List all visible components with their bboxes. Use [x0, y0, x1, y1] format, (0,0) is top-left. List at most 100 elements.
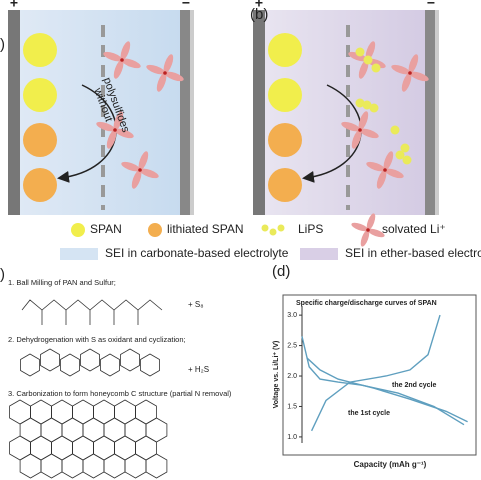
lips-dot: [363, 55, 373, 65]
solvent-petal: [408, 54, 419, 74]
legend-icon: [148, 223, 162, 237]
li-ion: [366, 228, 370, 232]
ring: [40, 348, 60, 372]
byproduct: + H₂S: [188, 365, 209, 374]
solvent-petal: [121, 161, 141, 172]
ring: [80, 348, 100, 372]
panel-label: (d): [272, 263, 290, 280]
legend-icon: [277, 224, 285, 232]
particle: [23, 78, 57, 112]
honeycomb-ring: [61, 453, 84, 479]
solvent-petal: [341, 121, 361, 132]
ring: [60, 353, 80, 377]
curve: [301, 336, 465, 426]
current-collector: [190, 10, 194, 215]
solvent-petal: [348, 51, 368, 62]
honeycomb-ring: [51, 399, 73, 425]
chart-title: Specific charge/discharge curves of SPAN: [296, 300, 437, 307]
solvent-petal: [120, 41, 131, 61]
legend-text: LiPS: [298, 222, 323, 236]
ring: [20, 353, 40, 377]
solvent-petal: [360, 229, 370, 247]
panel-label: ): [0, 36, 5, 53]
y-tick-label: 1.0: [287, 434, 297, 441]
particle: [268, 78, 302, 112]
solvent-petal: [367, 228, 385, 238]
particle: [23, 123, 57, 157]
cathode: [425, 10, 435, 215]
legend-text: SPAN: [90, 222, 122, 236]
honeycomb-ring: [124, 453, 147, 479]
legend-swatch: [60, 248, 98, 260]
solvent-petal: [365, 41, 376, 61]
panel-label: ): [0, 266, 5, 283]
ring: [100, 353, 120, 377]
honeycomb-ring: [30, 399, 52, 425]
solvated-li-icon: [103, 41, 141, 79]
honeycomb-ring: [145, 453, 168, 479]
honeycomb-ring: [124, 417, 147, 443]
curve: [306, 357, 468, 423]
annotation: the 2nd cycle: [392, 382, 436, 389]
honeycomb-ring: [93, 399, 115, 425]
solvated-li-icon: [96, 111, 134, 149]
solvated-li-icon: [351, 213, 385, 247]
honeycomb-ring: [19, 417, 42, 443]
solvent-petal: [358, 59, 369, 79]
honeycomb-ring: [40, 453, 63, 479]
lips-dot: [371, 63, 381, 73]
minus-sign: −: [182, 0, 190, 11]
current-collector: [435, 10, 439, 215]
solvated-li-icon: [121, 151, 159, 189]
solvent-petal: [359, 128, 379, 139]
li-ion: [408, 71, 412, 75]
legend-text: lithiated SPAN: [167, 222, 243, 236]
li-ion: [358, 128, 362, 132]
lips-dot: [400, 143, 410, 153]
honeycomb-ring: [145, 417, 168, 443]
x-axis-label: Capacity (mAh g⁻¹): [354, 460, 427, 469]
panel-label: (b): [250, 6, 268, 23]
li-ion: [113, 128, 117, 132]
honeycomb-ring: [82, 417, 105, 443]
plus-sign: +: [10, 0, 18, 11]
solvated-li-icon: [146, 54, 184, 92]
solvent-petal: [146, 64, 166, 75]
li-ion: [383, 168, 387, 172]
honeycomb-ring: [103, 453, 126, 479]
y-tick-label: 2.0: [287, 373, 297, 380]
ring: [120, 348, 140, 372]
pan-chain: [21, 299, 163, 311]
plus-sign: +: [255, 0, 263, 11]
honeycomb-ring: [72, 399, 94, 425]
solvent-petal: [351, 129, 362, 149]
legend-icon: [71, 223, 85, 237]
solvent-petal: [113, 59, 124, 79]
minus-sign: −: [427, 0, 435, 11]
lips-dot: [395, 150, 405, 160]
particle: [268, 33, 302, 67]
legend-icon: [261, 224, 269, 232]
solvent-petal: [366, 161, 386, 172]
lips-dot: [369, 103, 379, 113]
solvated-li-icon: [391, 54, 429, 92]
y-tick-label: 3.0: [287, 312, 297, 319]
legend-text: solvated Li⁺: [382, 222, 446, 236]
solvent-petal: [164, 71, 184, 82]
honeycomb-ring: [93, 435, 115, 461]
curve: [310, 314, 441, 432]
y-tick-label: 1.5: [287, 403, 297, 410]
solvent-petal: [113, 111, 124, 131]
lips-dot: [355, 98, 365, 108]
step-text: 2. Dehydrogenation with S as oxidant and…: [8, 335, 186, 344]
honeycomb-ring: [114, 399, 136, 425]
li-ion: [163, 71, 167, 75]
y-axis-label: Voltage vs. Li/Li⁺ (V): [273, 341, 280, 409]
solvent-petal: [401, 72, 412, 92]
honeycomb-ring: [103, 417, 126, 443]
honeycomb-ring: [30, 435, 52, 461]
honeycomb-ring: [135, 435, 157, 461]
particle: [23, 33, 57, 67]
byproduct: + S₈: [188, 300, 204, 309]
